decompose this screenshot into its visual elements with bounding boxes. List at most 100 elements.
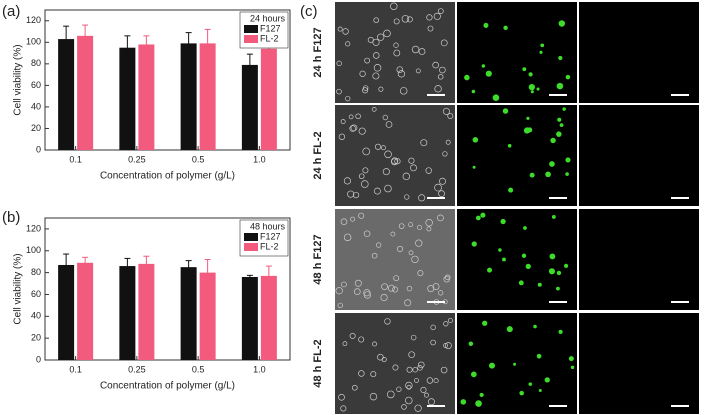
live-cell (472, 165, 476, 169)
live-cell (568, 356, 574, 362)
live-cell (565, 74, 571, 80)
live-cell (500, 218, 506, 225)
live-cell (549, 253, 556, 260)
error-bar (185, 260, 192, 275)
panel-label: (a) (2, 3, 20, 20)
bar (241, 276, 258, 360)
legend-swatch (244, 25, 258, 33)
cell (373, 17, 380, 23)
plot-frame (44, 217, 291, 361)
cell (340, 405, 347, 412)
live-cell (557, 117, 562, 122)
cell (396, 66, 404, 73)
live-cell (518, 280, 524, 286)
cell (345, 95, 351, 102)
cell (342, 28, 349, 35)
cell (433, 378, 439, 384)
bar (77, 35, 94, 150)
y-tick-label: 40 (31, 311, 41, 321)
live-cell (556, 286, 560, 291)
cell (372, 52, 380, 59)
live-cell (548, 268, 555, 275)
cell (398, 223, 405, 230)
cell (406, 16, 413, 23)
cell (401, 404, 407, 410)
x-axis-label: Concentration of polymer (g/L) (100, 171, 235, 182)
cell (372, 72, 380, 80)
cell (393, 49, 401, 57)
live-cell (550, 137, 556, 144)
cell (362, 85, 369, 91)
live-cell (551, 215, 556, 219)
panel-label: (c) (300, 3, 318, 20)
cell (347, 190, 355, 198)
cell (362, 147, 371, 156)
cell (353, 288, 361, 295)
y-tick-label: 20 (31, 123, 41, 133)
cell (369, 392, 378, 401)
cell (393, 18, 400, 25)
y-axis-label: Cell viability (%) (13, 44, 24, 115)
cell (392, 286, 399, 293)
live-cell (528, 382, 533, 386)
cell (372, 38, 380, 46)
live-cell (538, 389, 542, 393)
cell (343, 177, 352, 185)
x-tick-label: 0.1 (69, 154, 82, 164)
live-cell (502, 108, 509, 114)
error-bar (82, 256, 89, 269)
live-cell (536, 87, 540, 91)
error-bar (246, 53, 253, 77)
x-tick-label: 0.25 (128, 364, 146, 374)
live-cell (536, 353, 542, 359)
cell (405, 381, 413, 390)
live-cell (528, 72, 533, 77)
x-tick-label: 0.5 (192, 364, 205, 374)
y-tick-label: 60 (31, 80, 41, 90)
cell (442, 107, 450, 115)
row-label: 48 h F127 (312, 234, 324, 284)
live-cell (564, 263, 569, 268)
panel-label: (b) (2, 209, 20, 226)
cell (430, 324, 436, 331)
cell (399, 87, 408, 95)
error-bar (143, 255, 150, 273)
micrograph (579, 313, 699, 414)
cell (381, 283, 388, 290)
cell (350, 216, 356, 222)
live-cell (562, 107, 566, 111)
live-cell (464, 74, 470, 81)
error-bar (204, 259, 211, 287)
cell (437, 74, 444, 80)
x-tick-label: 1.0 (253, 364, 266, 374)
cell (420, 386, 427, 394)
cell (363, 291, 372, 299)
live-cell (475, 400, 482, 407)
cell (434, 85, 442, 93)
cell (406, 366, 413, 373)
live-cell (525, 263, 531, 269)
cell (411, 255, 419, 264)
error-bar (63, 253, 70, 277)
live-cell (526, 116, 530, 120)
cell (393, 42, 399, 48)
y-tick-label: 120 (26, 223, 41, 233)
cell (427, 285, 435, 293)
cell (380, 293, 388, 302)
y-tick-label: 100 (26, 245, 41, 255)
cell (390, 158, 398, 166)
cell (384, 184, 392, 193)
cell (363, 230, 371, 238)
cell (377, 353, 384, 361)
cell (390, 2, 398, 10)
live-cell (556, 82, 564, 90)
y-tick-label: 40 (31, 101, 41, 111)
live-cell (460, 399, 467, 405)
cell (410, 334, 417, 341)
live-cell (472, 137, 479, 143)
cell (371, 107, 377, 112)
cell (417, 270, 424, 277)
cell (445, 139, 451, 145)
cell (444, 274, 451, 281)
cell (348, 114, 354, 120)
